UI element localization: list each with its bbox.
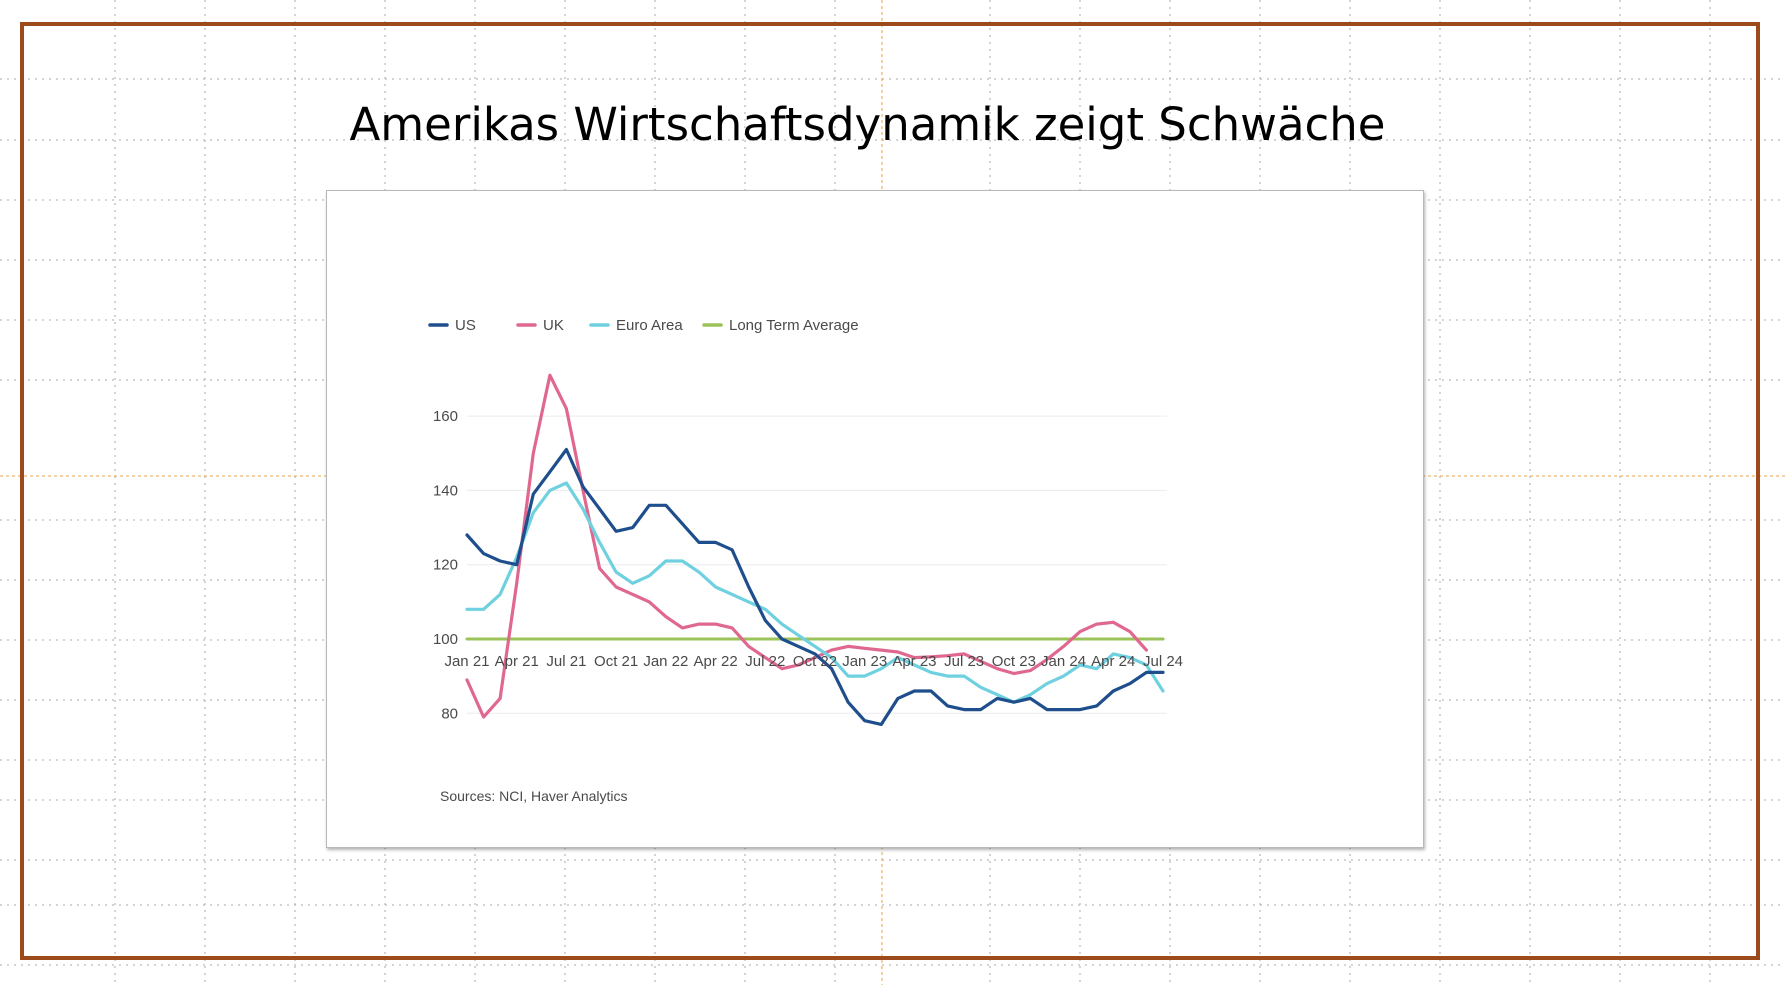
legend-label: Long Term Average bbox=[729, 317, 859, 334]
y-axis-ticks: 80 100 120 140 160 bbox=[433, 408, 458, 722]
x-tick-label: Apr 21 bbox=[495, 653, 539, 670]
y-tick-label: 80 bbox=[441, 705, 458, 722]
y-tick-label: 120 bbox=[433, 557, 458, 574]
legend-label: US bbox=[455, 317, 476, 334]
slide-frame bbox=[20, 22, 1760, 960]
chart-legend: US UK Euro Area Long Term Average bbox=[428, 317, 859, 334]
x-tick-label: Jan 21 bbox=[444, 653, 489, 670]
x-tick-label: Jan 22 bbox=[643, 653, 688, 670]
y-tick-label: 160 bbox=[433, 408, 458, 425]
chart-source-note: Sources: NCI, Haver Analytics bbox=[440, 788, 628, 804]
chart-card: 80 100 120 140 160 Jan 21 Apr 21 Jul 21 Oct 21 J… bbox=[326, 190, 1424, 848]
x-tick-label: Jul 21 bbox=[546, 653, 586, 670]
slide-title: Amerikas Wirtschaftsdynamik zeigt Schwäc… bbox=[349, 98, 1386, 151]
x-tick-label: Jan 23 bbox=[842, 653, 887, 670]
series-line-euro-area bbox=[465, 481, 1165, 704]
legend-label: Euro Area bbox=[616, 317, 683, 334]
x-tick-label: Oct 21 bbox=[594, 653, 638, 670]
y-tick-label: 140 bbox=[433, 482, 458, 499]
x-tick-label: Jan 24 bbox=[1041, 653, 1086, 670]
x-tick-label: Apr 23 bbox=[892, 653, 936, 670]
y-tick-label: 100 bbox=[433, 631, 458, 648]
x-axis-ticks: Jan 21 Apr 21 Jul 21 Oct 21 Jan 22 Apr 22 Jul … bbox=[444, 653, 1183, 670]
x-tick-label: Jul 24 bbox=[1143, 653, 1183, 670]
x-tick-label: Oct 23 bbox=[992, 653, 1036, 670]
legend-label: UK bbox=[543, 317, 564, 334]
x-tick-label: Apr 22 bbox=[693, 653, 737, 670]
chart-series-lines bbox=[465, 373, 1165, 726]
x-tick-label: Jul 22 bbox=[745, 653, 785, 670]
x-tick-label: Jul 23 bbox=[944, 653, 984, 670]
series-line-us bbox=[465, 447, 1165, 726]
x-tick-label: Oct 22 bbox=[793, 653, 837, 670]
x-tick-label: Apr 24 bbox=[1091, 653, 1135, 670]
